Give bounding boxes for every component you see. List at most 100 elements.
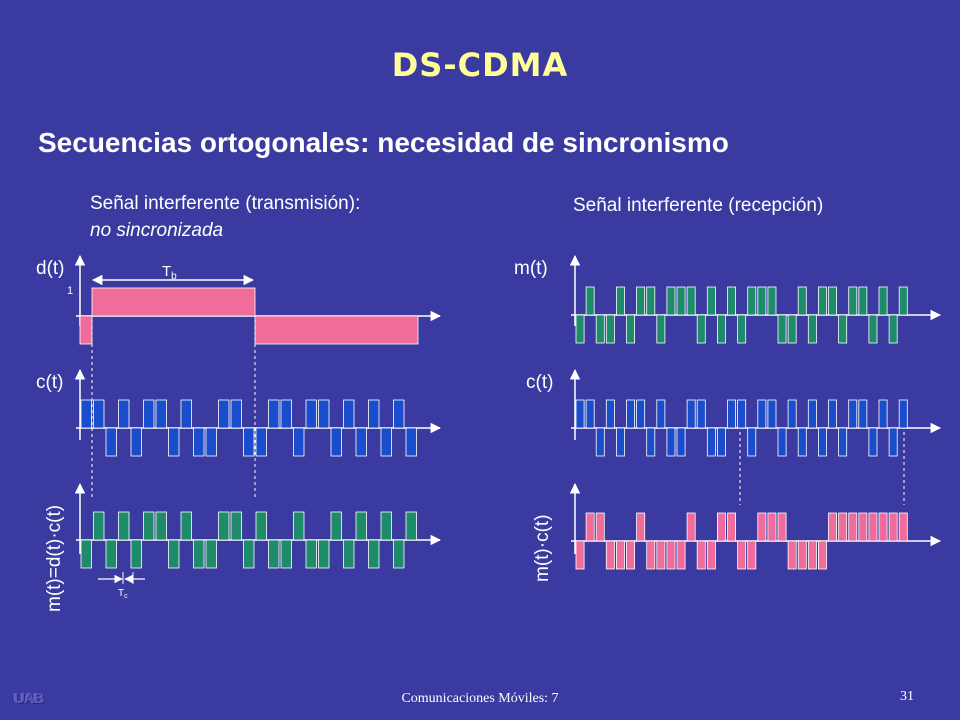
label-one: 1	[67, 285, 73, 297]
product-left-chip-14	[255, 511, 267, 541]
received-chip-22	[797, 286, 807, 316]
despread-chip-21	[787, 540, 797, 570]
product-left-chip-1	[93, 511, 105, 541]
product-left-chip-13	[243, 539, 255, 569]
despread-chip-11	[686, 512, 696, 542]
code-left-chip-12	[230, 399, 242, 429]
product-left-chip-16	[280, 539, 292, 569]
code-right-chip-26	[838, 427, 848, 457]
despread-chip-16	[737, 540, 747, 570]
received-chip-21	[787, 314, 797, 344]
product-left-chip-8	[180, 511, 192, 541]
received-chip-16	[737, 314, 747, 344]
received-chip-23	[807, 314, 817, 344]
despread-chip-23	[807, 540, 817, 570]
product-left-chip-3	[118, 511, 130, 541]
code-right-chip-19	[767, 399, 777, 429]
received-chip-2	[595, 314, 605, 344]
code-left-chip-3	[118, 399, 130, 429]
received-chip-17	[747, 286, 757, 316]
uab-logo: UAB	[14, 690, 44, 707]
received-chip-14	[717, 314, 726, 344]
received-chip-20	[777, 314, 787, 344]
code-right-chip-5	[626, 399, 636, 429]
code-left-chip-11	[218, 399, 230, 429]
despread-chip-22	[797, 540, 807, 570]
code-right-chip-10	[676, 427, 686, 457]
code-right-chip-24	[818, 427, 827, 457]
slide-subtitle: Secuencias ortogonales: necesidad de sin…	[38, 127, 729, 158]
code-right-chip-16	[737, 399, 747, 429]
code-left-chip-0	[80, 399, 92, 429]
received-chip-4	[616, 286, 625, 316]
code-right-chip-1	[585, 399, 595, 429]
code-right-chip-21	[787, 399, 797, 429]
code-right-chip-23	[807, 399, 817, 429]
code-left-chip-20	[330, 427, 342, 457]
received-chip-25	[828, 286, 838, 316]
label-c-left: c(t)	[36, 372, 63, 393]
code-left-chip-26	[405, 427, 417, 457]
despread-chip-2	[595, 512, 605, 542]
product-left-chip-4	[130, 539, 142, 569]
despread-chip-9	[666, 540, 676, 570]
code-right-chip-4	[616, 427, 625, 457]
page-number: 31	[900, 689, 914, 704]
code-right-chip-6	[636, 399, 646, 429]
despread-chip-4	[616, 540, 625, 570]
code-left-chip-6	[155, 399, 167, 429]
received-chip-11	[686, 286, 696, 316]
code-right-chip-11	[686, 399, 696, 429]
despread-chip-26	[838, 512, 848, 542]
received-chip-19	[767, 286, 777, 316]
despread-chip-20	[777, 512, 787, 542]
received-chip-30	[878, 286, 888, 316]
label-m-left: m(t)=d(t)·c(t)	[44, 505, 65, 612]
label-tb: Tb	[162, 263, 177, 282]
code-left-chip-18	[305, 399, 317, 429]
product-left-chip-0	[80, 539, 92, 569]
code-right-chip-13	[706, 427, 716, 457]
product-left-chip-6	[155, 511, 167, 541]
despread-chip-1	[585, 512, 595, 542]
code-left-chip-25	[393, 399, 405, 429]
despread-chip-14	[717, 512, 726, 542]
product-left-chip-5	[143, 511, 155, 541]
received-chip-8	[656, 314, 666, 344]
code-right-chip-20	[777, 427, 787, 457]
product-left-chip-10	[205, 539, 217, 569]
code-left-chip-17	[293, 427, 305, 457]
code-right-chip-31	[888, 427, 898, 457]
received-chip-18	[757, 286, 767, 316]
code-left-chip-16	[280, 399, 292, 429]
product-left-chip-2	[105, 539, 117, 569]
code-left-chip-23	[368, 399, 380, 429]
received-chip-0	[575, 314, 585, 344]
code-left-chip-15	[268, 399, 280, 429]
received-chip-9	[666, 286, 676, 316]
data-bit-0	[79, 315, 93, 345]
code-left-chip-24	[380, 427, 392, 457]
product-left-chip-15	[268, 539, 280, 569]
received-chip-7	[646, 286, 656, 316]
product-left-chip-21	[343, 539, 355, 569]
despread-chip-12	[696, 540, 706, 570]
product-left-chip-12	[230, 511, 242, 541]
footer-text: Comunicaciones Móviles: 7	[401, 691, 559, 706]
code-left-chip-21	[343, 399, 355, 429]
code-left-chip-1	[93, 399, 105, 429]
code-right-chip-29	[868, 427, 878, 457]
label-mc-right: m(t)·c(t)	[532, 514, 553, 582]
product-left-chip-23	[368, 539, 380, 569]
despread-chip-31	[888, 512, 898, 542]
product-left-chip-7	[168, 539, 180, 569]
label-tc: Tc	[118, 588, 128, 600]
code-left-chip-2	[105, 427, 117, 457]
received-chip-5	[626, 314, 636, 344]
despread-chip-29	[868, 512, 878, 542]
received-chip-15	[727, 286, 737, 316]
code-right-chip-17	[747, 427, 757, 457]
received-chip-24	[818, 286, 827, 316]
code-left-chip-9	[193, 427, 205, 457]
despread-chip-32	[898, 512, 908, 542]
